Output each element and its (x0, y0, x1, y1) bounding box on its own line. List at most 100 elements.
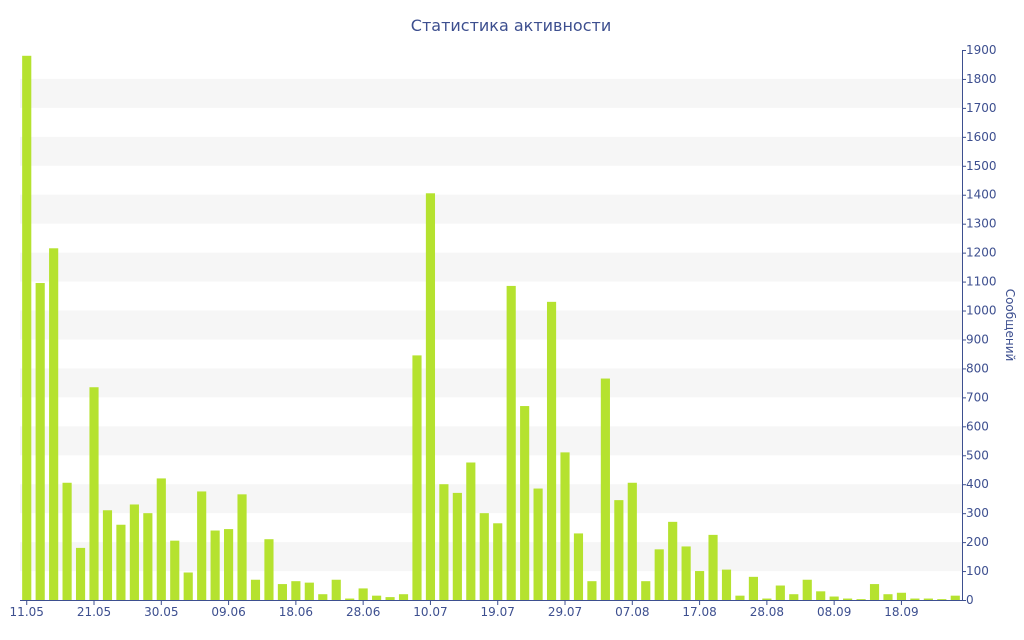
grid-band (20, 484, 962, 514)
bar (923, 598, 933, 600)
x-axis-ticks: 11.05 21.05 30.05 09.06 18.06 28.06 10.07 19.07… (10, 600, 919, 619)
bar (102, 510, 113, 600)
grid-band (20, 252, 962, 282)
bar (668, 521, 678, 600)
grid-band (20, 368, 962, 398)
y-tick-label: 1100 (966, 275, 997, 289)
bar (627, 482, 637, 600)
y-tick-label: 1700 (966, 101, 997, 115)
bar (197, 491, 207, 600)
y-tick-label: 700 (966, 390, 989, 404)
y-tick-label: 1500 (966, 159, 997, 173)
bar (398, 594, 409, 600)
bar (721, 569, 732, 600)
bar (466, 462, 476, 600)
y-tick-label: 1400 (966, 188, 997, 202)
bar (775, 585, 785, 600)
bar (695, 571, 705, 600)
bar (708, 534, 718, 600)
bar (762, 598, 772, 600)
bar (277, 584, 287, 600)
y-tick-label: 800 (966, 361, 989, 375)
y-tick-label: 1600 (966, 130, 997, 144)
bar (573, 533, 584, 600)
x-tick-label: 10.07 (413, 605, 447, 619)
bar (304, 582, 314, 600)
x-tick-label: 21.05 (77, 605, 111, 619)
bar (600, 378, 610, 600)
x-tick-label: 18.09 (884, 605, 918, 619)
bar (49, 248, 59, 601)
bar (291, 581, 301, 600)
bar (345, 598, 355, 600)
x-tick-label: 07.08 (615, 605, 649, 619)
bar (452, 492, 462, 600)
bar (143, 513, 153, 600)
bar (412, 355, 422, 600)
y-tick-label: 1000 (966, 304, 997, 318)
y-axis-ticks: 0 100 200 300 400 500 600 700 800 900 1000 1100 1200… (962, 43, 997, 607)
grid-band (20, 426, 962, 456)
x-tick-label: 30.05 (144, 605, 178, 619)
chart-title: Статистика активности (411, 16, 611, 35)
bar (250, 579, 261, 600)
grid-band (20, 194, 962, 224)
y-tick-label: 1300 (966, 217, 997, 231)
x-tick-label: 09.06 (211, 605, 245, 619)
bar (62, 482, 72, 600)
bar (425, 193, 436, 601)
y-tick-label: 100 (966, 564, 989, 578)
bar (533, 488, 543, 600)
bar (910, 598, 920, 600)
y-tick-label: 400 (966, 477, 989, 491)
y-tick-label: 1900 (966, 43, 997, 57)
x-tick-label: 29.07 (548, 605, 582, 619)
bar (156, 478, 166, 600)
bar (237, 494, 247, 600)
bar (856, 599, 866, 600)
y-tick-label: 1800 (966, 72, 997, 86)
bar (210, 530, 220, 600)
bar (170, 540, 180, 600)
bar (614, 500, 624, 600)
bar (829, 596, 839, 600)
x-tick-label: 28.06 (346, 605, 380, 619)
grid-bands (20, 78, 962, 572)
bar (816, 591, 826, 600)
bar (75, 547, 86, 600)
bar (560, 452, 570, 600)
bar (224, 529, 234, 600)
bar (493, 523, 503, 600)
bar (264, 539, 274, 600)
grid-band (20, 78, 962, 108)
bar (35, 283, 45, 600)
x-tick-label: 17.08 (682, 605, 716, 619)
bar (789, 594, 799, 600)
bar (358, 588, 368, 600)
bars (22, 55, 960, 601)
bar (546, 301, 557, 600)
bar (641, 581, 651, 600)
x-tick-label: 11.05 (10, 605, 44, 619)
bar (950, 595, 960, 600)
bar (654, 549, 664, 600)
bar (331, 579, 341, 600)
bar (183, 572, 193, 600)
bar (520, 406, 530, 600)
y-tick-label: 0 (966, 593, 974, 607)
bar (883, 594, 893, 600)
bar (937, 599, 947, 600)
x-tick-label: 28.08 (750, 605, 784, 619)
y-tick-label: 500 (966, 448, 989, 462)
bar (385, 597, 395, 600)
y-tick-label: 600 (966, 419, 989, 433)
y-tick-label: 900 (966, 332, 989, 346)
bar (748, 576, 758, 600)
bar (22, 55, 32, 601)
grid-band (20, 136, 962, 166)
bar (587, 581, 597, 600)
bar (129, 504, 139, 600)
x-tick-label: 08.09 (817, 605, 851, 619)
bar (116, 524, 126, 600)
